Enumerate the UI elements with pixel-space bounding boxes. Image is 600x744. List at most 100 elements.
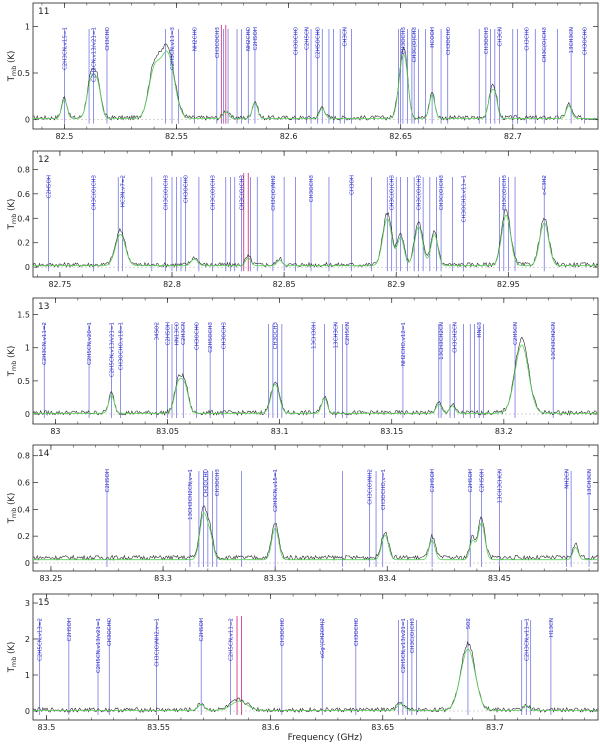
x-tick-label: 82.5 — [55, 132, 73, 141]
y-tick-label: 0.5 — [17, 69, 30, 78]
x-tick-label: 82.85 — [273, 280, 296, 289]
y-tick-label: 0.6 — [17, 190, 30, 199]
x-tick-label: 83.7 — [486, 723, 504, 732]
species-label: CH3OCH3 — [222, 322, 228, 350]
panel-frame — [32, 593, 599, 721]
model-spectrum — [33, 512, 598, 561]
species-label: CH3C(O)CH3 — [439, 175, 445, 211]
species-label: C2H3CN,v11=1 — [524, 618, 530, 661]
species-label: 13CH3CN — [569, 27, 575, 53]
x-tick-label: 83.2 — [495, 427, 513, 436]
species-label: C2H5OH — [47, 175, 53, 198]
x-tick-label: 82.65 — [389, 132, 412, 141]
species-label: C2H3CN,v15=1 — [62, 27, 68, 70]
species-label: NH2CHO — [246, 26, 252, 51]
x-tick-label: 83.5 — [38, 723, 56, 732]
species-label: C2H3CN — [181, 322, 187, 345]
species-label: 13CH3CH2CN — [551, 322, 557, 360]
species-label: CH3CN — [343, 27, 349, 46]
species-label: C2H5OH — [253, 27, 259, 50]
species-label: C2H5OH — [479, 469, 485, 492]
species-label: HCOOH — [430, 27, 436, 48]
y-tick-label: 3 — [25, 599, 30, 608]
panel-12: 12 82.75 82.8 82.85 82.9 82.95 0 0.2 0.4 0.6 0.8 Tm… — [7, 150, 599, 289]
species-label: C2H5CN,v13/v21=1 — [92, 27, 98, 82]
species-label: C2H3CN,v11=2 — [42, 322, 48, 365]
species-label: 13CH3CN — [334, 322, 340, 348]
x-tick-label: 83.65 — [371, 723, 394, 732]
y-tick-label: 0 — [25, 559, 30, 568]
x-tick-label: 83.1 — [271, 427, 289, 436]
species-label: CH3OCH3 — [215, 469, 221, 497]
species-label: CH3COCH3 — [215, 27, 221, 59]
observed-spectrum — [33, 505, 598, 562]
panel-number: 12 — [38, 155, 49, 165]
species-label: CH3C(O)NH2 — [367, 469, 373, 505]
species-label: 13CH3CN — [587, 469, 593, 495]
species-label: aGg'(CH2OH)2 — [320, 618, 326, 658]
y-tick-label: 2 — [25, 635, 30, 644]
species-label: 13CH3CH2CN — [439, 322, 445, 360]
panel-number: 15 — [38, 598, 49, 608]
species-label: CH3C(O)CH3 — [240, 175, 246, 211]
x-tick-label: 82.9 — [387, 280, 405, 289]
y-tick-label: 1 — [25, 22, 30, 31]
panel-number: 11 — [38, 7, 49, 17]
x-tick-label: 82.95 — [497, 280, 520, 289]
x-tick-label: 83 — [50, 427, 60, 436]
species-label: CH3OCHO — [280, 617, 286, 646]
panel-frame — [32, 297, 599, 425]
species-label: CH3OCHO,v=1 — [381, 469, 387, 510]
species-label: CH3C(O)CH3 — [410, 618, 416, 654]
species-label: CH3OCHO — [293, 26, 299, 55]
x-axis-label: Frequency (GHz) — [288, 733, 363, 743]
species-label: C2H5CN — [305, 27, 311, 50]
y-axis-label: Tmb (K) — [7, 346, 18, 378]
species-label: NH2CN — [565, 469, 571, 489]
y-tick-label: 0 — [25, 116, 30, 125]
species-label: CH3OCHO — [204, 468, 210, 497]
observed-spectrum — [33, 43, 598, 121]
species-label: c-C3H2 — [542, 175, 548, 195]
y-tick-label: 1.5 — [17, 311, 30, 320]
species-label: CH3OCH3 — [484, 27, 490, 55]
species-label: CH3OCHO — [446, 26, 452, 55]
x-tick-label: 83.6 — [262, 723, 280, 732]
panel-number: 14 — [38, 449, 50, 459]
species-label: C2H5OCH3 — [208, 322, 214, 353]
species-label: C2H5CN — [345, 322, 351, 345]
species-label: CH3CHO — [524, 26, 530, 50]
y-tick-label: 0.8 — [17, 165, 30, 174]
y-tick-label: 0.5 — [17, 377, 30, 386]
species-label: CH3OCH3 — [401, 27, 407, 55]
x-tick-label: 83.55 — [147, 723, 170, 732]
species-label: 34SO2 — [154, 322, 160, 340]
panel-frame — [32, 444, 599, 572]
species-label: CH3C(O)CH3 — [163, 175, 169, 211]
species-label: HNC3 — [477, 322, 483, 338]
species-label: CH3OCHO — [183, 174, 189, 203]
species-label: CH3C(O)NH2,v=1 — [154, 618, 160, 667]
model-spectrum — [33, 648, 598, 711]
y-tick-label: 0.4 — [17, 505, 30, 514]
species-label: CH3OCHO — [583, 26, 589, 55]
species-label: 13CH3CHCN — [497, 469, 503, 503]
y-tick-label: 0 — [25, 410, 30, 419]
x-tick-label: 83.35 — [264, 574, 287, 583]
x-tick-label: 82.75 — [48, 280, 71, 289]
x-tick-label: 82.55 — [165, 132, 188, 141]
species-label: C2H5CN,v13/v21=1 — [96, 618, 102, 673]
y-tick-label: 0.2 — [17, 239, 30, 248]
y-tick-label: 0 — [25, 263, 30, 272]
y-axis-label: Tmb (K) — [7, 199, 18, 231]
species-label: C2H3CN,v15=1 — [273, 469, 279, 512]
species-label: C2H5OH — [105, 469, 111, 492]
panel-frame — [32, 150, 599, 278]
model-spectrum — [33, 214, 598, 267]
panel-number: 13 — [38, 302, 49, 312]
species-label: CH3CH2CN — [453, 322, 459, 353]
y-axis-label: Tmb (K) — [7, 51, 18, 83]
y-tick-label: 0.6 — [17, 479, 30, 488]
panel-11: 11 82.5 82.55 82.6 82.65 82.7 0 0.5 1 Tmb (K) C2H3… — [7, 2, 599, 141]
